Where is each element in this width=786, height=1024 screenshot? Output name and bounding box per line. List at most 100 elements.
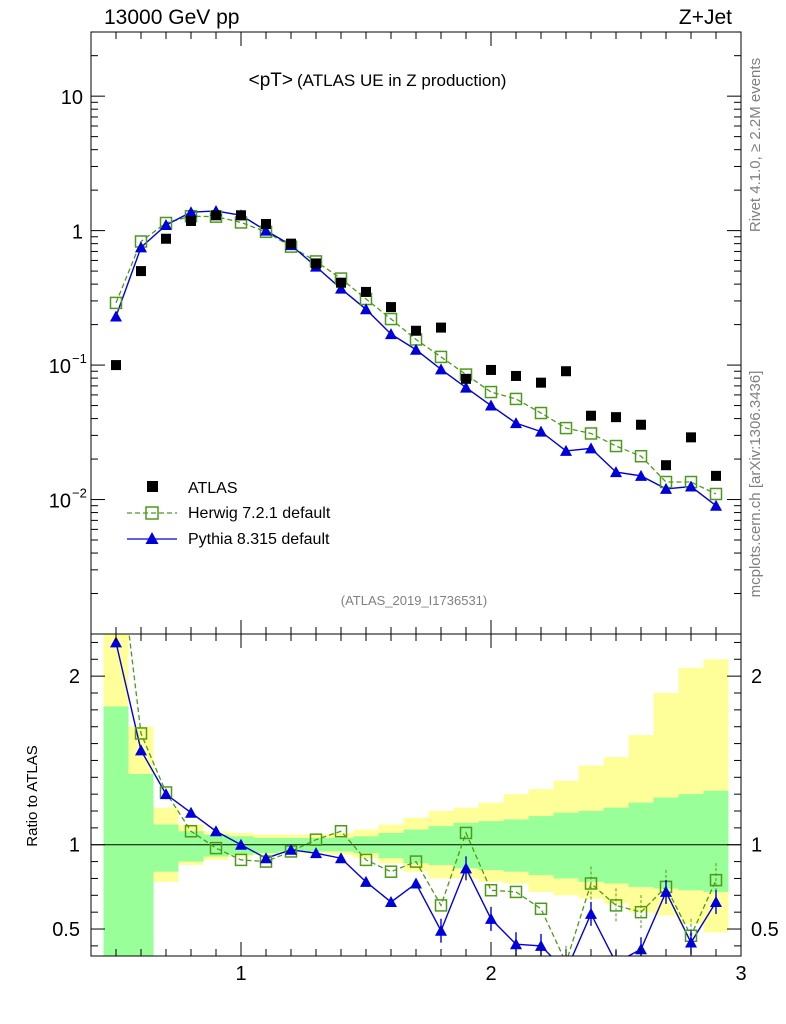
herwig-point [384, 312, 398, 326]
atlas-point [336, 277, 346, 288]
inner-band-bin [178, 831, 204, 862]
herwig-point [634, 449, 648, 463]
atlas-point [386, 302, 396, 313]
rivet-version-label: Rivet 4.1.0, ≥ 2.2M events [747, 58, 764, 232]
atlas-point [711, 470, 721, 481]
pythia-ratio-point [360, 875, 372, 887]
analysis-label: (ATLAS_2019_I1736531) [341, 593, 487, 608]
atlas-point [461, 373, 471, 384]
mcplots-credit-label: mcplots.cern.ch [arXiv:1306.3436] [747, 371, 764, 598]
pythia-point [385, 328, 397, 340]
ratio-plot-marks [110, 634, 723, 976]
ratio-y-tick-label: 1 [69, 835, 80, 857]
pythia-point [635, 469, 647, 481]
ratio-uncertainty-bands [91, 634, 741, 956]
atlas-point [411, 325, 421, 336]
ratio-y-tick-label-right: 2 [751, 666, 762, 688]
y-tick-label: 10 [49, 491, 71, 513]
pythia-ratio-point [660, 885, 672, 897]
herwig-ratio-point [184, 824, 198, 838]
herwig-ratio-point [409, 855, 423, 868]
herwig-point [609, 439, 623, 453]
herwig-ratio-point [509, 885, 523, 899]
ratio-y-tick-label: 0.5 [52, 919, 80, 941]
herwig-point [709, 487, 723, 501]
herwig-ratio-point [534, 902, 548, 916]
inner-band-bin [128, 773, 154, 956]
pythia-ratio-point [485, 912, 497, 924]
x-tick-label: 2 [485, 963, 496, 985]
pythia-point [710, 499, 722, 511]
pythia-ratio-point [160, 788, 172, 800]
pythia-ratio-point [285, 843, 297, 855]
pythia-point [485, 399, 497, 411]
herwig-ratio-point [709, 873, 723, 887]
atlas-point [686, 432, 696, 443]
inner-band-bin [428, 826, 454, 865]
pythia-line [115, 210, 717, 507]
atlas-point [561, 366, 571, 377]
pythia-ratio-point [385, 896, 397, 908]
pythia-point [510, 417, 522, 429]
herwig-point [559, 421, 573, 435]
herwig-ratio-point [609, 899, 623, 912]
inner-band-bin [403, 829, 429, 864]
atlas-point [186, 215, 196, 226]
inner-band-bin [528, 816, 554, 876]
atlas-point [136, 266, 146, 277]
x-tick-label: 1 [235, 963, 246, 985]
herwig-ratio-point [359, 853, 373, 867]
herwig-ratio-point [484, 884, 498, 897]
pythia-point [435, 363, 447, 375]
atlas-point [286, 238, 296, 249]
herwig-ratio-point [459, 826, 473, 840]
atlas-point [536, 377, 546, 388]
herwig-ratio-point [209, 841, 223, 855]
inner-band-bin [553, 812, 579, 879]
pythia-ratio-point [310, 847, 322, 859]
x-tick-label: 3 [735, 963, 746, 985]
pythia-point [560, 444, 572, 456]
atlas-point [311, 258, 321, 269]
herwig-line [115, 215, 717, 495]
ratio-series-group [110, 634, 723, 976]
herwig-ratio-point [234, 853, 248, 867]
herwig-ratio-line [128, 634, 717, 956]
legend-herwig-label: Herwig 7.2.1 default [188, 505, 331, 522]
pythia-ratio-point [410, 877, 422, 889]
pythia-ratio-point [610, 957, 622, 968]
pythia-ratio-point [510, 938, 522, 950]
herwig-ratio-point [384, 865, 398, 878]
inner-band-bin [103, 706, 129, 956]
pythia-point [585, 442, 597, 454]
pythia-ratio-point [585, 907, 597, 919]
atlas-point [661, 460, 671, 471]
legend-atlas-marker [147, 481, 158, 492]
herwig-point [534, 406, 548, 420]
pythia-point [460, 381, 472, 393]
inner-band-bin [678, 794, 704, 891]
pythia-ratio-point [135, 744, 147, 756]
inner-band-bin [478, 821, 504, 871]
legend-herwig-marker [145, 506, 159, 520]
inner-band-bin [503, 819, 529, 872]
herwig-point [584, 427, 598, 440]
atlas-point [111, 360, 121, 371]
pythia-ratio-point [110, 636, 122, 648]
pythia-point [360, 303, 372, 315]
pythia-point [335, 282, 347, 294]
y-tick-label: 10 [49, 356, 71, 378]
legend-atlas-label: ATLAS [188, 480, 238, 497]
herwig-ratio-point [334, 824, 348, 838]
pythia-point [410, 343, 422, 355]
pythia-ratio-point [635, 943, 647, 955]
inner-band-bin [603, 807, 629, 884]
atlas-point [636, 419, 646, 430]
pythia-ratio-point [260, 852, 272, 864]
herwig-ratio-point [561, 957, 572, 968]
pythia-point [160, 219, 172, 231]
pythia-ratio-point [560, 965, 572, 976]
pythia-ratio-point [435, 924, 447, 936]
herwig-point [509, 392, 523, 406]
